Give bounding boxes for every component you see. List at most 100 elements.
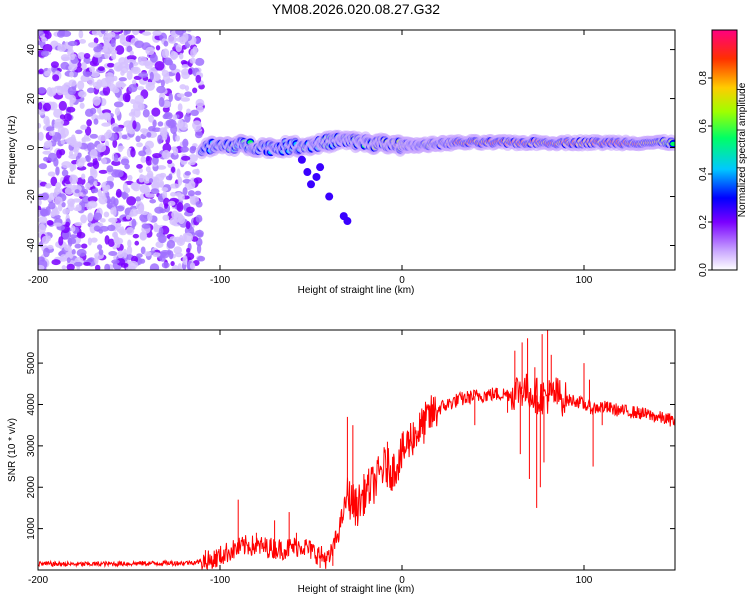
y-tick-label: 5000: [26, 352, 37, 375]
noise-blob: [103, 211, 110, 218]
noise-blob: [110, 38, 116, 48]
noise-blob: [189, 262, 196, 270]
noise-blob: [98, 249, 104, 256]
noise-blob: [135, 135, 141, 143]
snr-series: [38, 330, 675, 570]
noise-blob: [126, 59, 136, 64]
spectrogram-xlabel: Height of straight line (km): [298, 285, 415, 296]
noise-blob: [156, 165, 167, 170]
noise-blob: [145, 156, 153, 166]
noise-blob: [142, 108, 150, 118]
colorbar-tick-label: 0.8: [698, 71, 709, 85]
noise-blob: [83, 71, 93, 77]
noise-blob: [182, 138, 189, 148]
noise-blob: [176, 202, 184, 212]
noise-blob: [138, 176, 145, 183]
noise-blob: [61, 161, 72, 169]
noise-blob: [161, 261, 170, 269]
noise-blob: [169, 119, 177, 128]
noise-blob: [166, 159, 173, 164]
noise-blob: [102, 186, 109, 194]
noise-blob: [166, 239, 176, 249]
noise-blob: [91, 30, 100, 36]
noise-blob: [126, 122, 134, 130]
noise-blob: [126, 196, 137, 206]
noise-blob: [68, 150, 74, 157]
noise-blob: [151, 107, 161, 117]
noise-blob: [69, 98, 74, 108]
noise-blob: [105, 129, 113, 139]
noise-blob: [118, 77, 127, 82]
noise-blob: [162, 149, 171, 160]
band-core: [670, 141, 675, 147]
noise-blob: [175, 30, 184, 35]
noise-blob: [169, 63, 177, 71]
noise-blob: [145, 166, 151, 173]
noise-blob: [141, 211, 149, 216]
spectrogram-frame: [37, 29, 676, 271]
noise-blob: [60, 127, 69, 138]
noise-blob: [74, 222, 83, 227]
noise-blob: [112, 126, 120, 133]
noise-blob: [170, 261, 175, 267]
x-tick-label: -200: [28, 575, 48, 586]
noise-blob: [38, 122, 42, 129]
noise-blob: [87, 175, 95, 185]
noise-blob: [97, 134, 107, 142]
noise-blob: [172, 114, 178, 121]
noise-blob: [38, 131, 44, 142]
snr-line: [38, 373, 675, 570]
noise-blob: [102, 85, 111, 96]
noise-blob: [186, 247, 191, 253]
noise-blob: [59, 114, 66, 121]
noise-blob: [38, 40, 42, 46]
noise-blob: [132, 233, 140, 239]
noise-blob: [87, 42, 98, 48]
noise-blob: [184, 113, 191, 123]
noise-blob: [69, 71, 74, 78]
noise-blob: [101, 158, 107, 165]
noise-blob: [38, 30, 44, 37]
branch-point: [303, 168, 312, 177]
noise-blob: [69, 234, 78, 239]
noise-blob: [47, 244, 54, 250]
noise-blob: [188, 68, 193, 75]
noise-blob: [195, 200, 203, 208]
noise-blob: [144, 148, 152, 156]
noise-blob: [108, 31, 116, 38]
noise-blob: [148, 125, 156, 132]
branch-point: [297, 155, 306, 164]
noise-blob: [102, 44, 113, 52]
noise-blob: [38, 264, 45, 270]
noise-blob: [189, 195, 196, 205]
noise-blob: [164, 79, 170, 85]
noise-blob: [38, 102, 43, 110]
noise-blob: [147, 212, 153, 222]
noise-blob: [138, 168, 143, 173]
noise-blob: [117, 250, 124, 259]
noise-blob: [152, 30, 162, 36]
noise-blob: [134, 240, 140, 246]
noise-blob: [74, 243, 82, 249]
noise-blob: [175, 72, 181, 82]
noise-blob: [87, 77, 95, 86]
noise-blob: [127, 174, 133, 182]
noise-blob: [189, 57, 196, 64]
noise-blob: [130, 147, 136, 158]
noise-blob: [93, 181, 98, 187]
noise-blob: [132, 101, 143, 112]
noise-blob: [152, 152, 162, 159]
noise-blob: [80, 214, 88, 224]
noise-blob: [136, 163, 143, 169]
noise-blob: [99, 225, 109, 232]
noise-blob: [181, 155, 191, 161]
noise-blob: [58, 100, 67, 111]
noise-blob: [61, 265, 67, 270]
noise-blob: [194, 190, 202, 196]
noise-blob: [149, 71, 154, 81]
noise-blob: [188, 180, 196, 190]
noise-blob: [108, 217, 118, 223]
noise-blob: [144, 60, 153, 69]
noise-blob: [67, 40, 78, 47]
noise-blob: [38, 199, 42, 206]
